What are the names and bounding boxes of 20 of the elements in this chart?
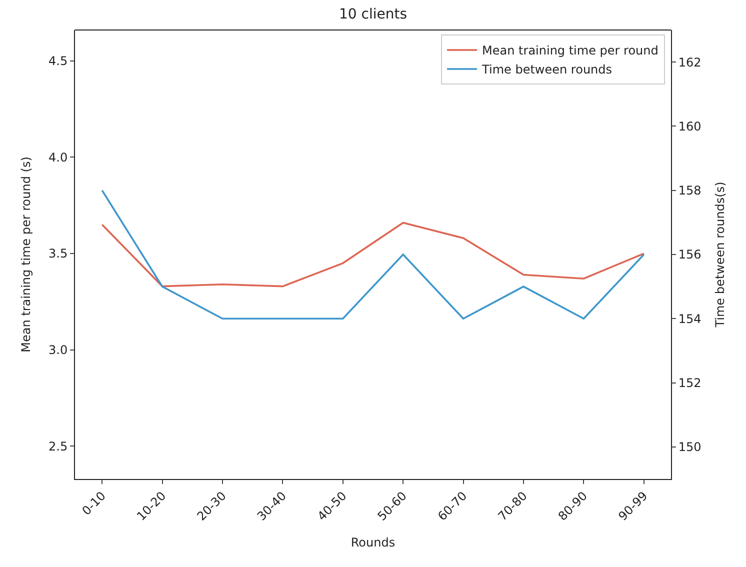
y2-tick-label: 158: [678, 184, 702, 198]
y-tick-label: 3.0: [48, 343, 68, 358]
y-tick-label: 3.5: [48, 246, 68, 261]
chart-title: 10 clients: [338, 6, 408, 22]
y-axis-title: Mean training time per round (s): [18, 156, 33, 352]
y-tick-label: 4.0: [48, 150, 68, 164]
line-series: [101, 189, 645, 320]
y-tick-label: 4.5: [48, 54, 68, 68]
y2-axis-title: Time between rounds(s): [713, 182, 728, 328]
y2-tick-label: 160: [678, 119, 702, 134]
line-series: [101, 222, 645, 288]
y-tick-label: 2.5: [48, 439, 68, 454]
y2-tick-label: 152: [678, 376, 702, 390]
y2-tick-label: 162: [678, 55, 702, 70]
legend-label: Mean training time per round: [482, 44, 658, 58]
y2-tick-label: 150: [678, 440, 702, 454]
y2-tick-label: 156: [678, 248, 702, 262]
x-axis-title: Rounds: [350, 535, 396, 550]
y2-tick-label: 154: [678, 312, 702, 326]
legend-label: Time between rounds: [481, 62, 612, 77]
